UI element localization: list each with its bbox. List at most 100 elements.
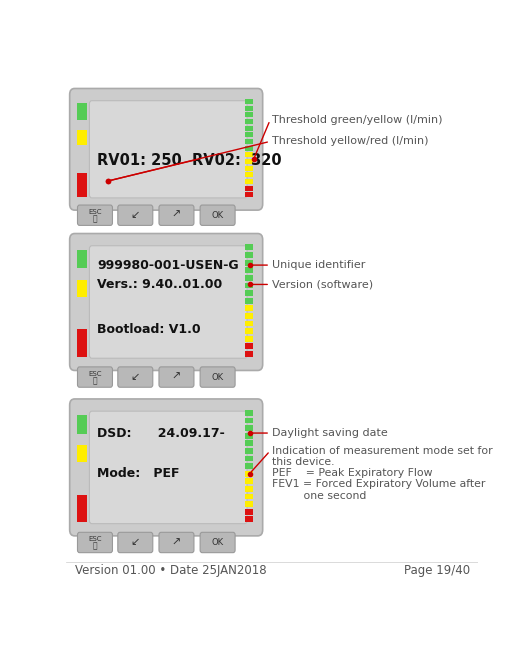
- Bar: [245, 516, 253, 522]
- Text: Page 19/40: Page 19/40: [404, 564, 470, 577]
- Bar: [245, 433, 253, 439]
- Bar: [245, 418, 253, 423]
- Text: OK: OK: [211, 373, 224, 381]
- Text: Bootload: V1.0: Bootload: V1.0: [97, 323, 201, 336]
- Bar: [245, 145, 253, 151]
- Bar: [245, 179, 253, 184]
- Bar: [245, 126, 253, 131]
- Text: ↙: ↙: [131, 210, 140, 220]
- Text: Threshold green/yellow (l/min): Threshold green/yellow (l/min): [272, 115, 443, 125]
- FancyBboxPatch shape: [159, 205, 194, 225]
- Bar: [245, 275, 253, 281]
- Bar: [77, 130, 88, 145]
- Text: this device.: this device.: [272, 457, 335, 467]
- Bar: [245, 328, 253, 334]
- Bar: [245, 425, 253, 431]
- FancyBboxPatch shape: [89, 246, 247, 358]
- Text: Threshold yellow/red (l/min): Threshold yellow/red (l/min): [272, 136, 429, 147]
- Bar: [245, 313, 253, 319]
- FancyBboxPatch shape: [78, 205, 113, 225]
- Text: Version (software): Version (software): [272, 280, 373, 290]
- Bar: [245, 336, 253, 342]
- Text: ESC: ESC: [88, 371, 102, 377]
- Bar: [245, 252, 253, 258]
- Bar: [245, 501, 253, 507]
- Bar: [245, 152, 253, 157]
- Bar: [245, 463, 253, 469]
- Text: Version 01.00 • Date 25JAN2018: Version 01.00 • Date 25JAN2018: [74, 564, 266, 577]
- Bar: [77, 103, 88, 120]
- Bar: [245, 245, 253, 251]
- Bar: [245, 132, 253, 137]
- Bar: [245, 486, 253, 492]
- FancyBboxPatch shape: [89, 411, 247, 524]
- FancyBboxPatch shape: [70, 89, 263, 210]
- Bar: [245, 267, 253, 273]
- Text: 999980-001-USEN-G: 999980-001-USEN-G: [97, 258, 239, 272]
- Text: DSD:      24.09.17-: DSD: 24.09.17-: [97, 426, 225, 440]
- Bar: [77, 415, 88, 434]
- FancyBboxPatch shape: [78, 367, 113, 387]
- Bar: [245, 351, 253, 357]
- Bar: [245, 112, 253, 118]
- Bar: [245, 260, 253, 266]
- Bar: [245, 509, 253, 515]
- Bar: [245, 410, 253, 416]
- Text: ESC: ESC: [88, 536, 102, 542]
- Bar: [245, 106, 253, 110]
- Text: RV01: 250  RV02:  320: RV01: 250 RV02: 320: [97, 153, 282, 169]
- Text: OK: OK: [211, 538, 224, 547]
- FancyBboxPatch shape: [78, 532, 113, 553]
- Bar: [245, 173, 253, 177]
- Bar: [77, 329, 88, 357]
- FancyBboxPatch shape: [159, 532, 194, 553]
- Bar: [245, 494, 253, 500]
- Text: one second: one second: [272, 490, 366, 500]
- Bar: [245, 440, 253, 446]
- Bar: [245, 479, 253, 485]
- FancyBboxPatch shape: [200, 532, 235, 553]
- FancyBboxPatch shape: [70, 399, 263, 536]
- FancyBboxPatch shape: [118, 532, 153, 553]
- Bar: [245, 305, 253, 311]
- Bar: [245, 159, 253, 164]
- Text: ⏻: ⏻: [93, 541, 97, 551]
- Text: Unique identifier: Unique identifier: [272, 260, 365, 270]
- Bar: [245, 119, 253, 124]
- Bar: [77, 445, 88, 463]
- Bar: [245, 455, 253, 461]
- Text: ESC: ESC: [88, 209, 102, 215]
- Bar: [77, 280, 88, 297]
- Bar: [77, 250, 88, 268]
- Text: Vers.: 9.40..01.00: Vers.: 9.40..01.00: [97, 278, 222, 291]
- Text: FEV1 = Forced Expiratory Volume after: FEV1 = Forced Expiratory Volume after: [272, 479, 485, 489]
- FancyBboxPatch shape: [200, 205, 235, 225]
- FancyBboxPatch shape: [159, 367, 194, 387]
- Text: ↙: ↙: [131, 372, 140, 382]
- Bar: [245, 321, 253, 327]
- Text: Daylight saving date: Daylight saving date: [272, 428, 388, 438]
- Bar: [245, 344, 253, 349]
- Bar: [77, 173, 88, 198]
- FancyBboxPatch shape: [89, 100, 247, 198]
- Text: ↗: ↗: [172, 537, 181, 547]
- Bar: [245, 297, 253, 303]
- FancyBboxPatch shape: [70, 233, 263, 370]
- Text: ⏻: ⏻: [93, 214, 97, 223]
- Bar: [245, 290, 253, 296]
- FancyBboxPatch shape: [118, 205, 153, 225]
- Bar: [245, 186, 253, 191]
- Bar: [245, 99, 253, 104]
- FancyBboxPatch shape: [118, 367, 153, 387]
- Bar: [77, 495, 88, 522]
- Text: ⏻: ⏻: [93, 376, 97, 385]
- Text: Mode:   PEF: Mode: PEF: [97, 467, 179, 481]
- Bar: [245, 166, 253, 171]
- Bar: [245, 139, 253, 144]
- Text: Indication of measurement mode set for: Indication of measurement mode set for: [272, 446, 493, 456]
- Text: ↗: ↗: [172, 210, 181, 220]
- Text: OK: OK: [211, 211, 224, 219]
- Bar: [245, 448, 253, 454]
- Text: ↙: ↙: [131, 537, 140, 547]
- Bar: [245, 192, 253, 198]
